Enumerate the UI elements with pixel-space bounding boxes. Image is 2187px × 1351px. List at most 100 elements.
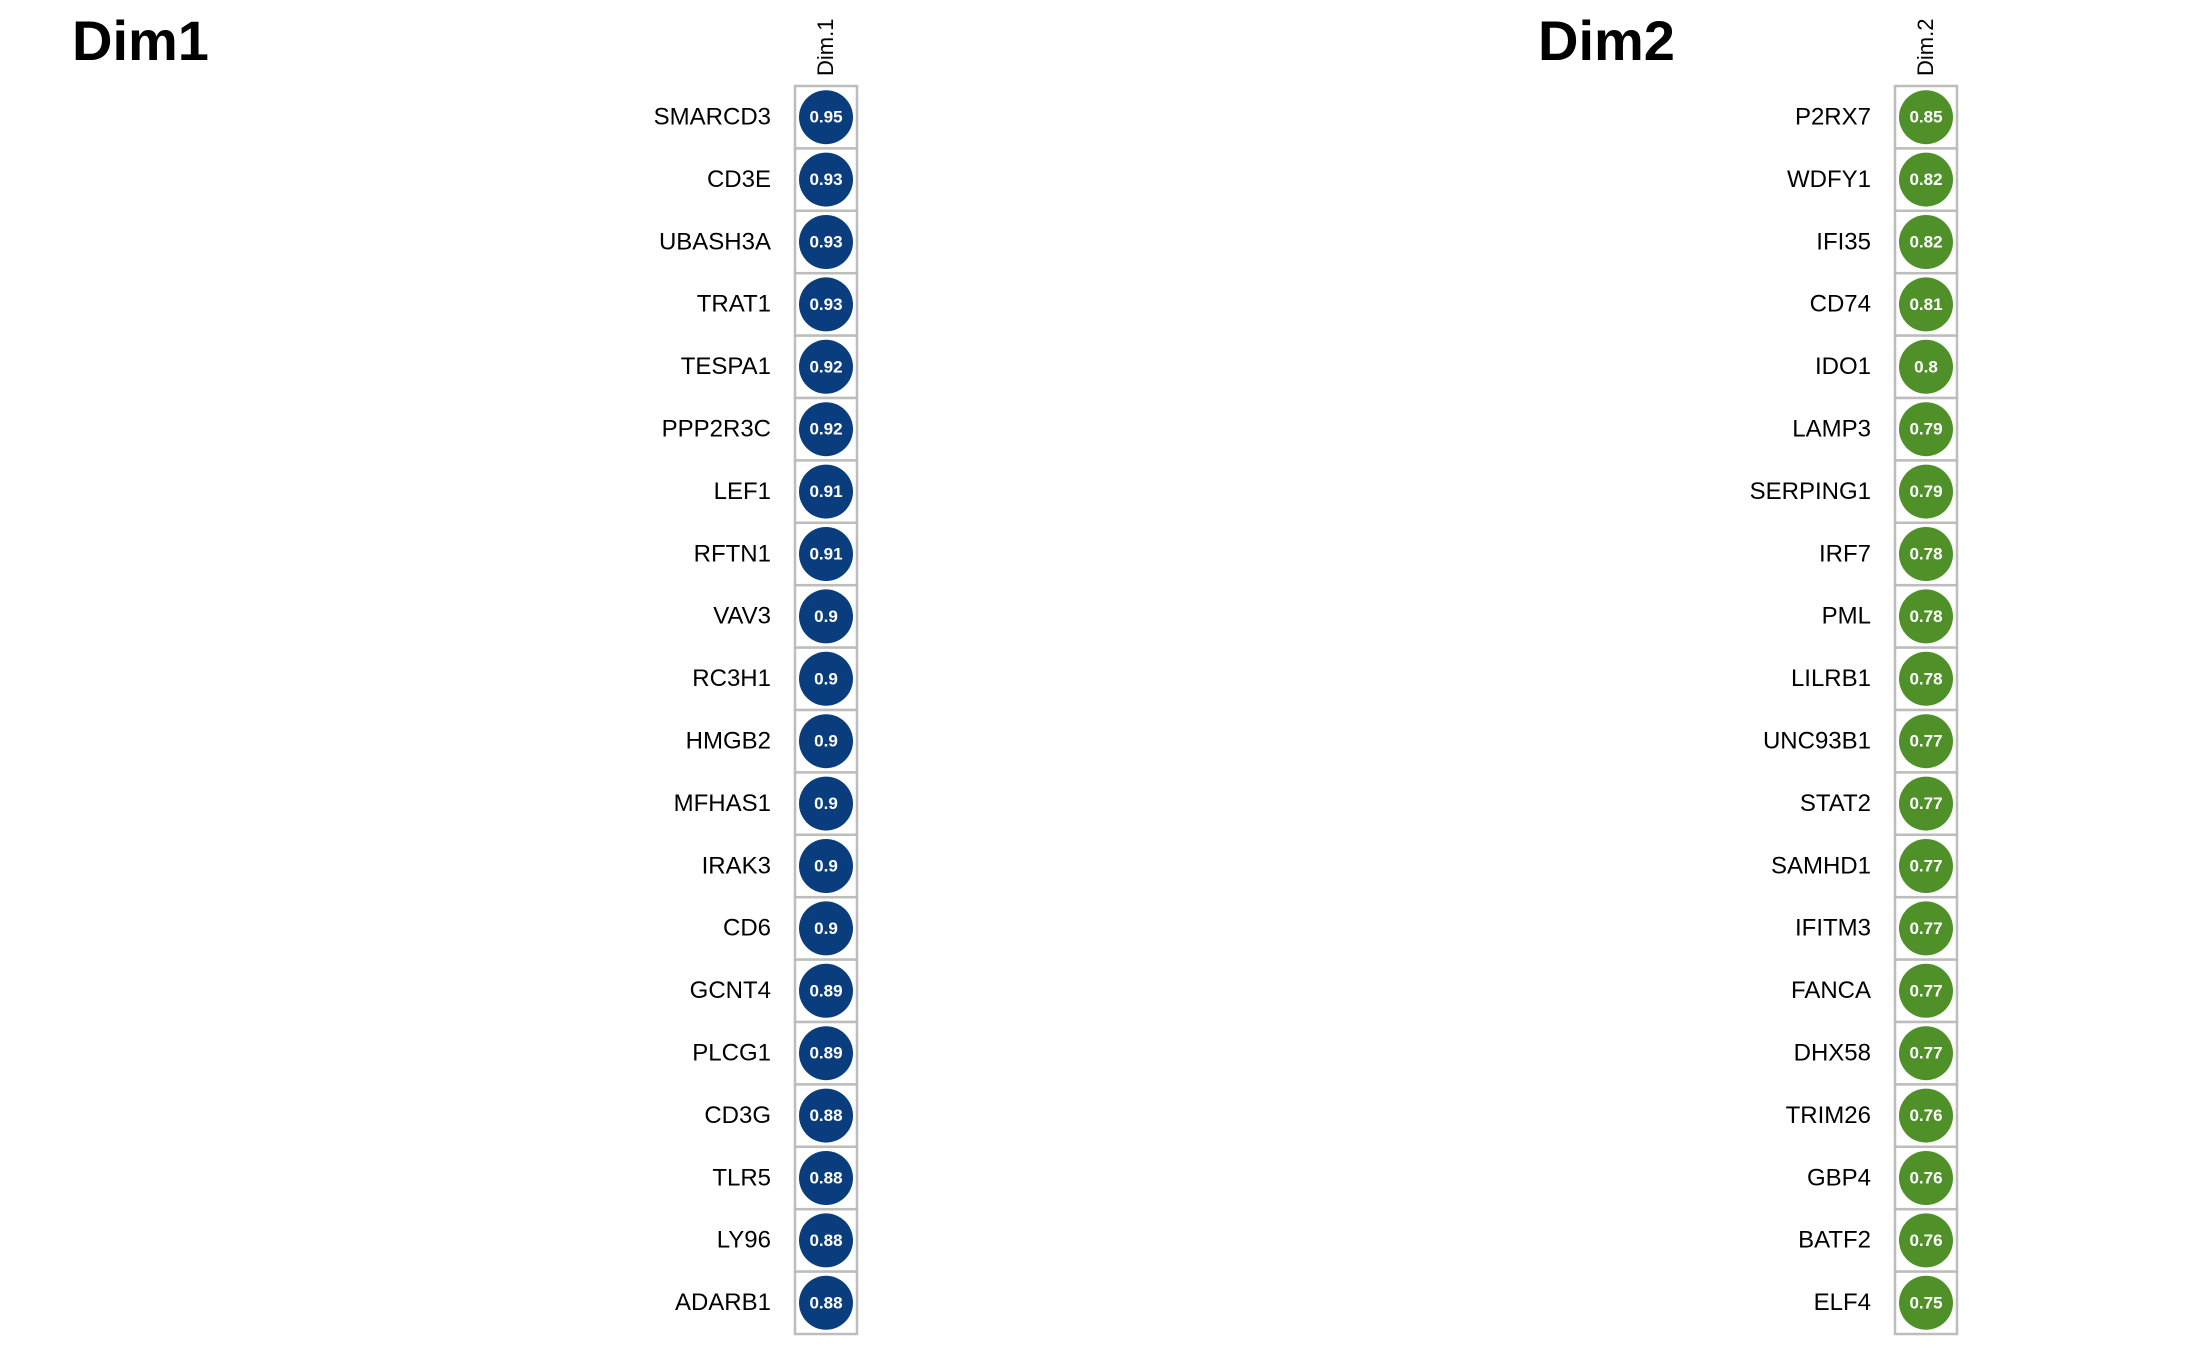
value-label: 0.77 <box>1909 1044 1942 1063</box>
correlation-dot <box>799 901 853 956</box>
row-label: ELF4 <box>1814 1289 1871 1316</box>
column-label: Dim.1 <box>813 19 838 76</box>
correlation-dot <box>799 402 853 457</box>
value-label: 0.9 <box>814 794 838 813</box>
row-label: WDFY1 <box>1787 166 1871 193</box>
chart-title-dim1: Dim1 <box>72 9 209 72</box>
correlation-dot <box>799 1213 853 1268</box>
value-label: 0.9 <box>814 919 838 938</box>
value-label: 0.91 <box>809 482 842 501</box>
correlation-dot <box>799 527 853 581</box>
row-label: MFHAS1 <box>674 790 771 817</box>
row-label: GBP4 <box>1807 1164 1871 1191</box>
row-label: TRAT1 <box>697 291 771 318</box>
row-label: LEF1 <box>714 478 771 505</box>
value-label: 0.9 <box>814 732 838 751</box>
row-label: GCNT4 <box>690 977 771 1004</box>
value-label: 0.79 <box>1909 482 1942 501</box>
correlation-dot <box>1899 1275 1953 1330</box>
value-label: 0.78 <box>1909 669 1942 688</box>
chart-dim2: Dim.2 P2RX7 0.85 WDFY1 0.82 IFI35 0.82 CD74 0.81… <box>1750 19 1959 1336</box>
correlation-dot <box>799 776 853 831</box>
row-label: RC3H1 <box>692 665 771 692</box>
value-label: 0.79 <box>1909 420 1942 439</box>
row-label: P2RX7 <box>1795 104 1871 131</box>
correlation-dot <box>1899 277 1953 332</box>
row-label: CD6 <box>723 915 771 942</box>
correlation-dot <box>1899 1151 1953 1205</box>
correlation-dot <box>1899 339 1953 394</box>
correlation-dot <box>799 1275 853 1330</box>
correlation-dot <box>799 714 853 769</box>
value-label: 0.92 <box>809 420 842 439</box>
row-label: CD3G <box>704 1102 771 1129</box>
correlation-dot <box>1899 651 1953 706</box>
correlation-dot <box>1899 1088 1953 1143</box>
value-label: 0.85 <box>1909 108 1942 127</box>
correlation-dot <box>1899 527 1953 581</box>
row-label: STAT2 <box>1800 790 1871 817</box>
row-label: TESPA1 <box>681 353 771 380</box>
value-label: 0.81 <box>1909 295 1942 314</box>
value-label: 0.75 <box>1909 1293 1942 1312</box>
row-label: LY96 <box>717 1227 771 1254</box>
correlation-dot <box>1899 464 1953 519</box>
value-label: 0.76 <box>1909 1106 1942 1125</box>
row-label: RFTN1 <box>694 540 771 567</box>
correlation-dot <box>799 1088 853 1143</box>
row-label: IFI35 <box>1816 228 1871 255</box>
correlation-dot <box>1899 215 1953 269</box>
correlation-dot <box>1899 963 1953 1018</box>
value-label: 0.76 <box>1909 1168 1942 1187</box>
row-label: SERPING1 <box>1750 478 1871 505</box>
column-label: Dim.2 <box>1913 19 1938 76</box>
row-label: LAMP3 <box>1792 416 1871 443</box>
row-label: PML <box>1822 603 1871 630</box>
value-label: 0.88 <box>809 1168 842 1187</box>
value-label: 0.88 <box>809 1293 842 1312</box>
value-label: 0.82 <box>1909 232 1942 251</box>
chart-dim1: Dim.1 SMARCD3 0.95 CD3E 0.93 UBASH3A 0.93 TRAT1… <box>654 19 859 1336</box>
correlation-dot <box>1899 1213 1953 1268</box>
row-label: HMGB2 <box>686 728 771 755</box>
value-label: 0.93 <box>809 232 842 251</box>
value-label: 0.89 <box>809 981 842 1000</box>
correlation-dot <box>1899 901 1953 956</box>
row-label: UBASH3A <box>659 228 771 255</box>
value-label: 0.77 <box>1909 856 1942 875</box>
correlation-dot <box>799 651 853 706</box>
value-label: 0.82 <box>1909 170 1942 189</box>
value-label: 0.9 <box>814 607 838 626</box>
row-label: ADARB1 <box>675 1289 771 1316</box>
row-label: SMARCD3 <box>654 104 771 131</box>
row-label: SAMHD1 <box>1771 852 1871 879</box>
correlation-dot <box>799 339 853 394</box>
value-label: 0.89 <box>809 1044 842 1063</box>
correlation-dot <box>1899 402 1953 457</box>
row-label: BATF2 <box>1798 1227 1871 1254</box>
row-label: VAV3 <box>713 603 771 630</box>
correlation-dot <box>799 839 853 893</box>
correlation-dot <box>799 90 853 145</box>
row-label: PLCG1 <box>692 1040 771 1067</box>
row-label: CD3E <box>707 166 771 193</box>
value-label: 0.78 <box>1909 544 1942 563</box>
value-label: 0.93 <box>809 295 842 314</box>
correlation-dot <box>1899 1026 1953 1081</box>
correlation-dot <box>799 277 853 332</box>
correlation-dot <box>1899 714 1953 769</box>
correlation-dot <box>1899 839 1953 893</box>
value-label: 0.92 <box>809 357 842 376</box>
value-label: 0.77 <box>1909 981 1942 1000</box>
correlation-dot <box>799 963 853 1018</box>
value-label: 0.9 <box>814 669 838 688</box>
row-label: PPP2R3C <box>662 416 771 443</box>
correlation-dot <box>799 215 853 269</box>
value-label: 0.9 <box>814 856 838 875</box>
value-label: 0.77 <box>1909 919 1942 938</box>
value-label: 0.88 <box>809 1106 842 1125</box>
row-label: CD74 <box>1810 291 1871 318</box>
row-label: IDO1 <box>1815 353 1871 380</box>
correlation-dot <box>1899 589 1953 644</box>
value-label: 0.76 <box>1909 1231 1942 1250</box>
